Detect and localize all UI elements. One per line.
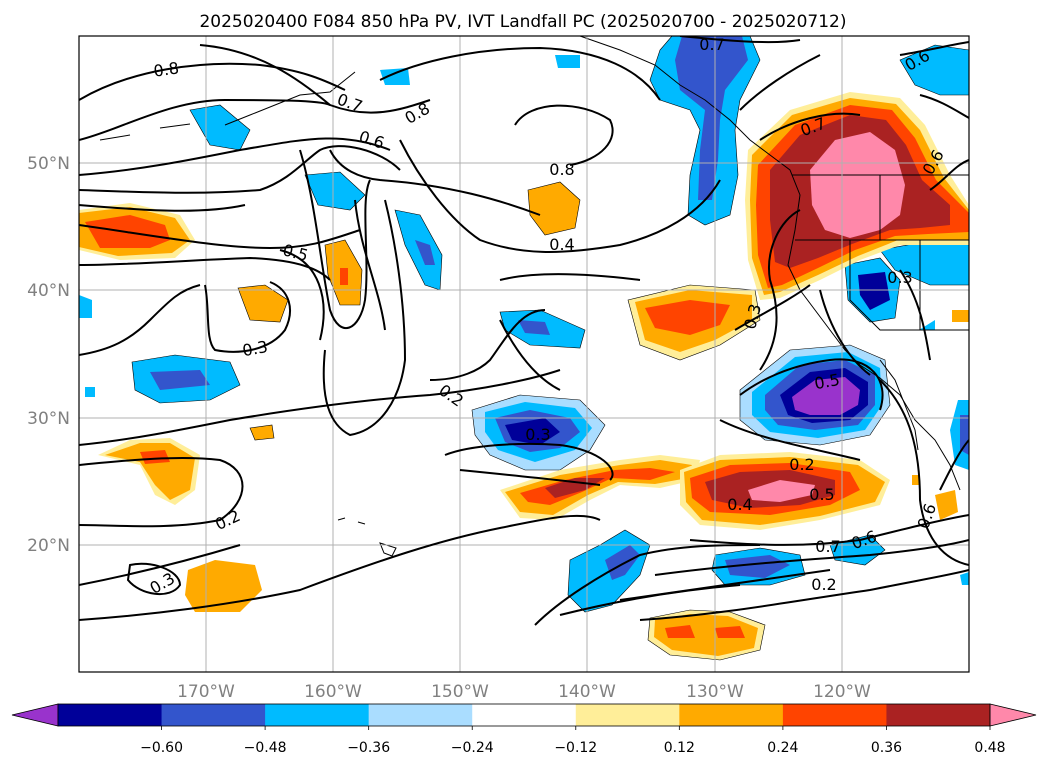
- contour-label: 0.2: [811, 575, 836, 594]
- colorbar-segment: [58, 704, 163, 726]
- colorbar-segment: [472, 704, 577, 726]
- coastlines: [99, 36, 969, 557]
- lat-tick-label: 40°N: [27, 281, 70, 301]
- figure-title: 2025020400 F084 850 hPa PV, IVT Landfall…: [199, 12, 846, 32]
- colorbar-tick-labels: −0.60 −0.48 −0.36 −0.24 −0.12 0.12 0.24 0.36 0.4…: [140, 726, 1006, 756]
- colorbar-tick-label: −0.24: [451, 740, 494, 756]
- latitude-axis: 50°N 40°N 30°N 20°N: [27, 154, 70, 556]
- colorbar-segment: [265, 704, 370, 726]
- contour-label: 0.3: [887, 268, 912, 287]
- contour-label: 0.4: [549, 235, 574, 254]
- contour-label: 0.7: [699, 35, 724, 54]
- lon-tick-label: 170°W: [177, 682, 235, 702]
- colorbar-segment: [886, 704, 991, 726]
- colorbar-max-extension: [989, 703, 1037, 727]
- ivt-contours: [79, 36, 969, 626]
- positive-anomaly-fills: [79, 92, 969, 661]
- colorbar-segment: [368, 704, 473, 726]
- map-panel: 0.8 0.7 0.6 0.8 0.8 0.4 0.5 0.3 0.2 0.3 …: [79, 35, 969, 672]
- colorbar: [11, 703, 1037, 727]
- contour-label: 0.7: [815, 537, 840, 556]
- colorbar-min-extension: [11, 703, 59, 727]
- colorbar-tick-label: −0.60: [140, 740, 183, 756]
- colorbar-segment: [782, 704, 887, 726]
- contour-label: 0.8: [152, 58, 180, 80]
- contour-label: 0.4: [727, 495, 752, 514]
- lat-tick-label: 50°N: [27, 154, 70, 174]
- colorbar-tick-label: 0.48: [974, 740, 1005, 756]
- contour-label: 0.5: [809, 485, 834, 504]
- colorbar-tick-label: 0.24: [767, 740, 798, 756]
- colorbar-tick-label: −0.36: [347, 740, 390, 756]
- contour-label: 0.8: [549, 160, 574, 179]
- map-frame: [78, 35, 970, 673]
- colorbar-segment: [679, 704, 784, 726]
- colorbar-outline: [57, 703, 991, 727]
- lon-tick-label: 140°W: [558, 682, 616, 702]
- colorbar-tick-label: 0.36: [871, 740, 902, 756]
- colorbar-tick-label: −0.12: [554, 740, 597, 756]
- lon-tick-label: 160°W: [304, 682, 362, 702]
- lon-tick-label: 120°W: [813, 682, 871, 702]
- lat-tick-label: 20°N: [27, 536, 70, 556]
- longitude-axis: 170°W 160°W 150°W 140°W 130°W 120°W: [177, 682, 871, 702]
- colorbar-segment: [161, 704, 266, 726]
- colorbar-tick-label: 0.12: [664, 740, 695, 756]
- contour-label: 0.5: [813, 370, 841, 393]
- contour-label: 0.3: [241, 337, 269, 360]
- colorbar-tick-label: −0.48: [244, 740, 287, 756]
- lon-tick-label: 130°W: [686, 682, 744, 702]
- lat-tick-label: 30°N: [27, 409, 70, 429]
- contour-label: 0.3: [525, 425, 550, 444]
- contour-label: 0.2: [789, 455, 814, 474]
- colorbar-segment: [575, 704, 680, 726]
- lon-tick-label: 150°W: [431, 682, 489, 702]
